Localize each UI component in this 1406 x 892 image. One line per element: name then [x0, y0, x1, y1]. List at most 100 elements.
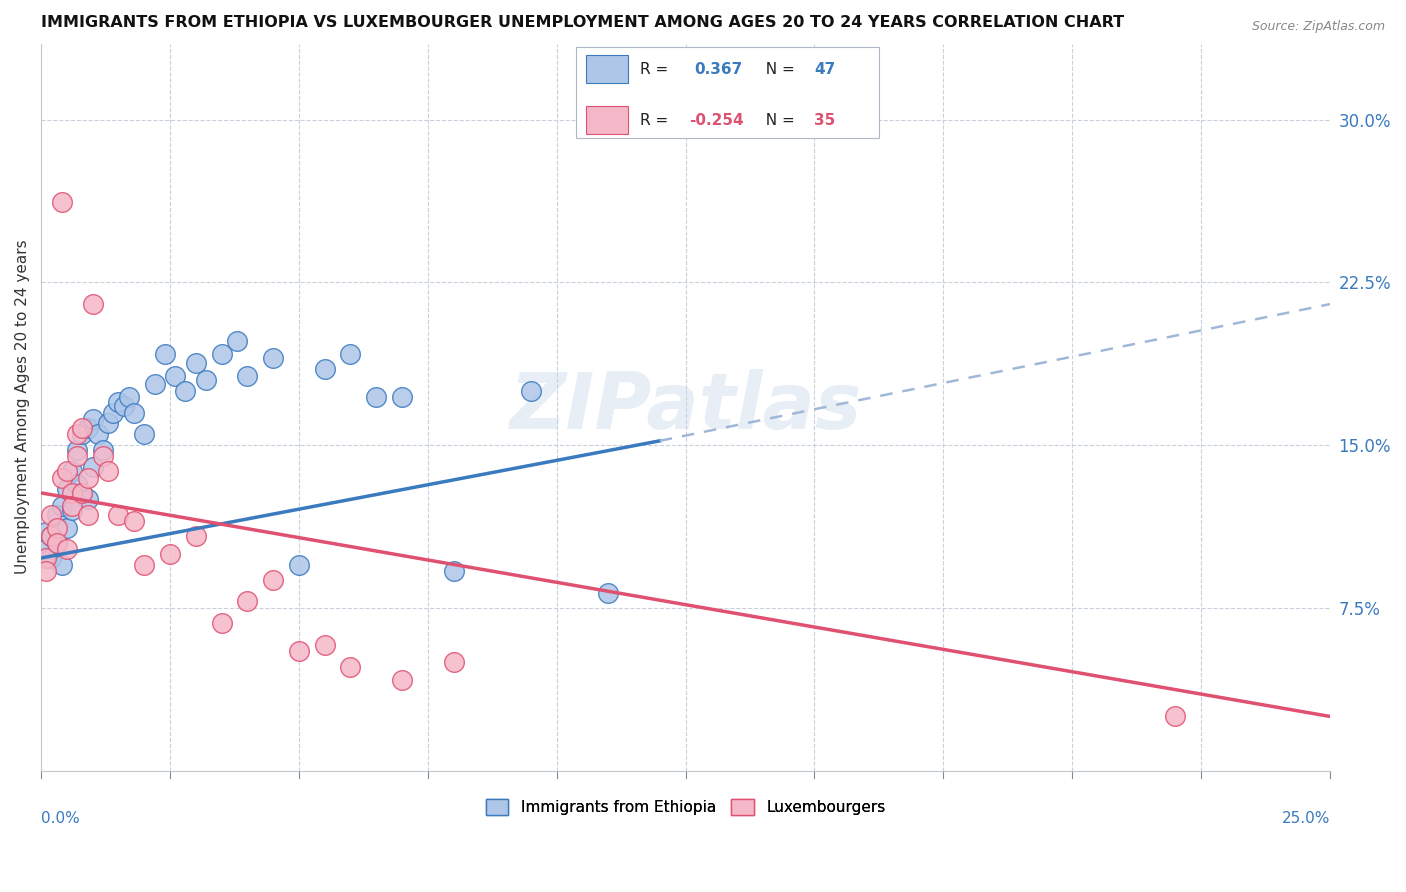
Point — [391, 673, 413, 687]
Point — [76, 508, 98, 522]
Point — [97, 464, 120, 478]
Point — [76, 421, 98, 435]
Point — [91, 449, 114, 463]
Point — [134, 558, 156, 572]
Point — [159, 547, 181, 561]
Point — [60, 486, 83, 500]
Point — [35, 564, 58, 578]
Point — [45, 521, 67, 535]
Point — [184, 529, 207, 543]
Point — [41, 551, 63, 566]
Point — [366, 391, 388, 405]
Point — [97, 417, 120, 431]
Point — [66, 477, 89, 491]
Point — [107, 394, 129, 409]
Point — [41, 529, 63, 543]
Text: -0.254: -0.254 — [689, 112, 744, 128]
Point — [82, 412, 104, 426]
Text: 35: 35 — [814, 112, 835, 128]
Point — [236, 594, 259, 608]
Point — [56, 482, 79, 496]
Point — [598, 586, 620, 600]
Point — [87, 427, 110, 442]
Point — [51, 499, 73, 513]
Point — [56, 542, 79, 557]
Text: ZIPatlas: ZIPatlas — [509, 369, 862, 445]
Text: N =: N = — [756, 112, 800, 128]
Point — [443, 564, 465, 578]
Point — [66, 442, 89, 457]
FancyBboxPatch shape — [586, 55, 627, 83]
FancyBboxPatch shape — [576, 47, 879, 138]
Text: 25.0%: 25.0% — [1282, 811, 1330, 826]
Point — [443, 655, 465, 669]
Point — [339, 347, 361, 361]
Point — [122, 514, 145, 528]
Text: Source: ZipAtlas.com: Source: ZipAtlas.com — [1251, 20, 1385, 33]
Point — [262, 573, 284, 587]
Point — [165, 368, 187, 383]
Point — [41, 508, 63, 522]
Point — [226, 334, 249, 348]
Point — [288, 558, 311, 572]
Point — [520, 384, 543, 398]
Point — [118, 391, 141, 405]
Point — [153, 347, 176, 361]
Point — [134, 427, 156, 442]
Point — [107, 508, 129, 522]
Text: N =: N = — [756, 62, 800, 77]
Point — [76, 492, 98, 507]
Point — [35, 551, 58, 566]
Point — [122, 406, 145, 420]
Point — [82, 297, 104, 311]
Point — [82, 459, 104, 474]
Legend: Immigrants from Ethiopia, Luxembourgers: Immigrants from Ethiopia, Luxembourgers — [479, 793, 891, 822]
Point — [72, 486, 94, 500]
Point — [45, 536, 67, 550]
Point — [66, 427, 89, 442]
Point — [211, 347, 233, 361]
Point — [195, 373, 218, 387]
Point — [236, 368, 259, 383]
Point — [262, 351, 284, 366]
Point — [76, 471, 98, 485]
Point — [314, 638, 336, 652]
Point — [35, 542, 58, 557]
Point — [143, 377, 166, 392]
Point — [41, 529, 63, 543]
Point — [72, 421, 94, 435]
Point — [288, 644, 311, 658]
Point — [184, 356, 207, 370]
Text: 47: 47 — [814, 62, 835, 77]
Point — [211, 616, 233, 631]
Text: 0.367: 0.367 — [695, 62, 742, 77]
Point — [1164, 709, 1187, 723]
Point — [72, 427, 94, 442]
Point — [45, 536, 67, 550]
Point — [314, 362, 336, 376]
Point — [51, 558, 73, 572]
Point — [45, 508, 67, 522]
Text: R =: R = — [641, 62, 679, 77]
FancyBboxPatch shape — [586, 106, 627, 134]
Text: R =: R = — [641, 112, 673, 128]
Point — [91, 442, 114, 457]
Point — [60, 499, 83, 513]
Text: 0.0%: 0.0% — [41, 811, 80, 826]
Point — [339, 659, 361, 673]
Point — [56, 464, 79, 478]
Point — [174, 384, 197, 398]
Point — [72, 486, 94, 500]
Point — [51, 195, 73, 210]
Point — [60, 503, 83, 517]
Point — [112, 399, 135, 413]
Point — [60, 464, 83, 478]
Point — [56, 521, 79, 535]
Point — [103, 406, 125, 420]
Text: IMMIGRANTS FROM ETHIOPIA VS LUXEMBOURGER UNEMPLOYMENT AMONG AGES 20 TO 24 YEARS : IMMIGRANTS FROM ETHIOPIA VS LUXEMBOURGER… — [41, 15, 1125, 30]
Point — [35, 524, 58, 539]
Point — [391, 391, 413, 405]
Y-axis label: Unemployment Among Ages 20 to 24 years: Unemployment Among Ages 20 to 24 years — [15, 240, 30, 574]
Point — [66, 449, 89, 463]
Point — [51, 471, 73, 485]
